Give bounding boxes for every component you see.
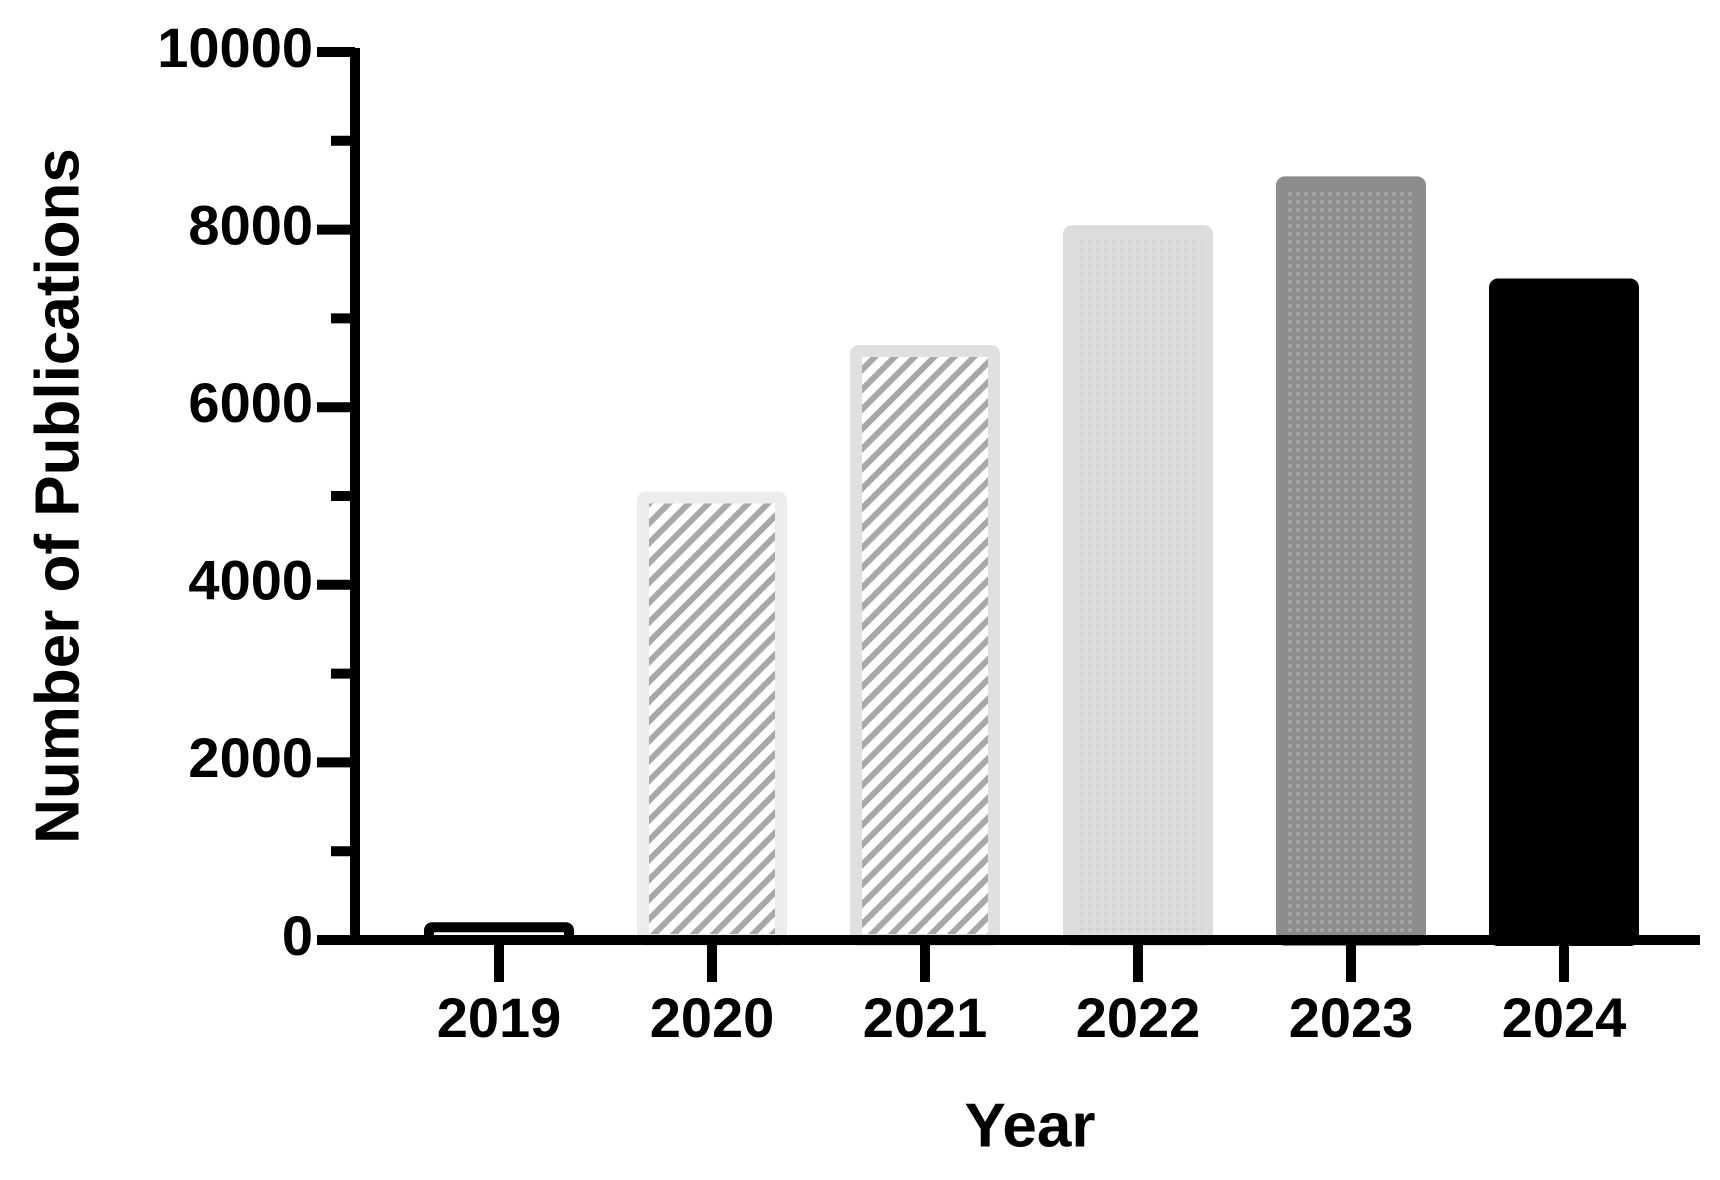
y-tick-label: 2000: [188, 726, 313, 789]
x-tick-label: 2021: [863, 986, 988, 1049]
bar: [1063, 225, 1213, 947]
x-tick-label: 2020: [650, 986, 775, 1049]
bar: [1489, 278, 1639, 946]
x-tick-label: 2022: [1076, 986, 1201, 1049]
x-tick-label: 2024: [1502, 986, 1627, 1049]
y-tick-label: 10000: [157, 16, 313, 79]
x-axis-label: Year: [964, 1091, 1095, 1160]
bar: [1276, 176, 1426, 946]
x-tick-label: 2019: [437, 986, 562, 1049]
y-tick-label: 8000: [188, 193, 313, 256]
y-tick-label: 6000: [188, 371, 313, 434]
bar: [850, 345, 1000, 947]
y-tick-label: 0: [282, 904, 313, 967]
y-tick-label: 4000: [188, 549, 313, 612]
x-tick-label: 2023: [1289, 986, 1414, 1049]
y-axis-label: Number of Publications: [23, 148, 92, 844]
bar: [637, 491, 787, 946]
